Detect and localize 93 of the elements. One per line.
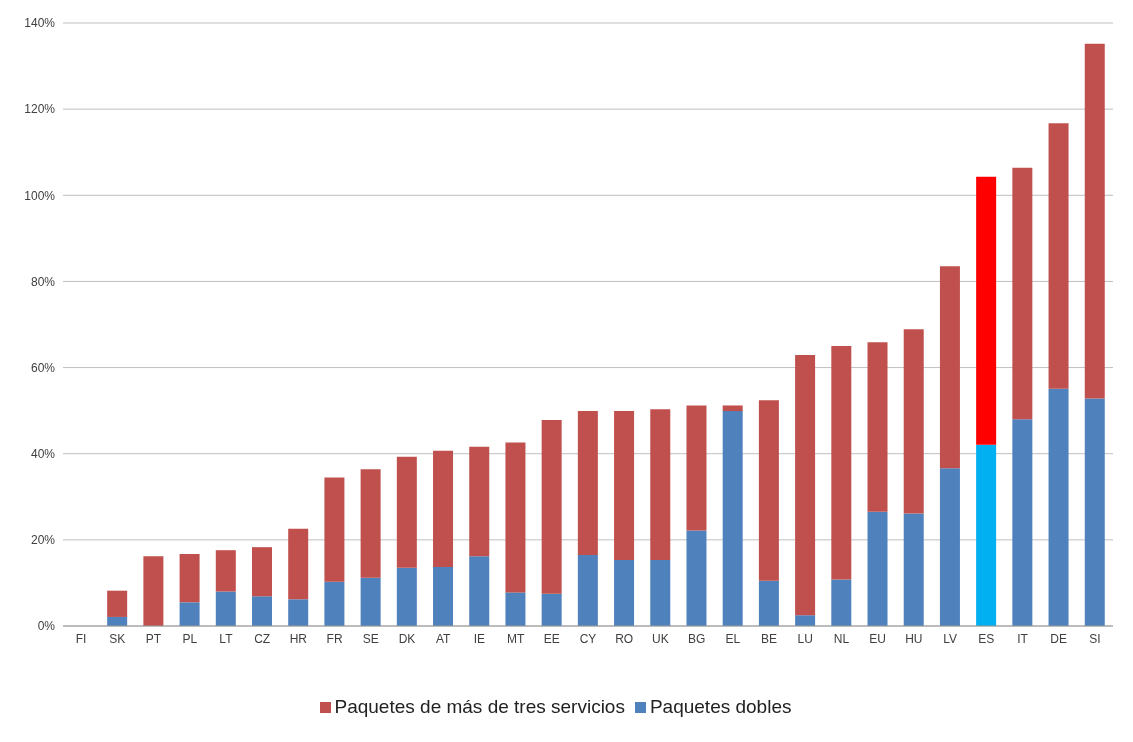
x-tick-label: SI [1089, 631, 1101, 646]
bar [722, 405, 743, 412]
x-tick-label: PL [182, 631, 198, 646]
y-tick-label: 0% [37, 619, 56, 634]
x-tick-label: LU [797, 631, 813, 646]
x-tick-label: LV [943, 631, 957, 646]
y-tick-label: 100% [24, 188, 56, 203]
x-tick-label: PT [145, 631, 162, 646]
y-tick-label: 60% [30, 360, 56, 375]
x-tick-label: AT [435, 631, 452, 646]
bar [686, 530, 707, 626]
x-tick-label: EL [725, 631, 741, 646]
bar [867, 342, 888, 512]
bar [1048, 388, 1069, 626]
bar [107, 590, 128, 617]
y-tick-label: 40% [30, 446, 56, 461]
bar [179, 602, 200, 626]
bar [396, 567, 417, 626]
bar [360, 469, 381, 578]
y-tick-label: 140% [24, 16, 56, 31]
bar [1048, 123, 1069, 389]
bar [577, 554, 598, 626]
bar [976, 176, 997, 445]
x-tick-label: DE [1050, 631, 1068, 646]
bar [541, 420, 562, 594]
bar [903, 513, 924, 626]
x-tick-label: MT [506, 631, 525, 646]
bar [252, 547, 272, 597]
bar [505, 592, 526, 626]
bar [324, 477, 345, 582]
bar [614, 560, 635, 626]
bar [288, 599, 309, 626]
bar [686, 405, 707, 531]
bar [505, 442, 526, 593]
x-tick-label: DK [398, 631, 416, 646]
bar [179, 554, 200, 603]
x-tick-label: EE [543, 631, 560, 646]
bar [469, 556, 490, 626]
bar [433, 566, 454, 626]
x-tick-label: BG [687, 631, 706, 646]
bar [252, 596, 272, 626]
bar [939, 468, 960, 626]
bar [143, 556, 164, 626]
x-tick-label: UK [652, 631, 669, 646]
bar [831, 346, 852, 580]
x-tick-label: IE [473, 631, 486, 646]
x-tick-label: SE [362, 631, 379, 646]
bar [758, 580, 779, 626]
bar [288, 528, 309, 600]
x-tick-label: IT [1017, 631, 1029, 646]
bar [433, 450, 454, 567]
x-tick-label: HU [905, 631, 923, 646]
x-tick-label: CY [579, 631, 597, 646]
x-tick-label: BE [761, 631, 778, 646]
bar [1012, 167, 1033, 420]
bar [1012, 419, 1033, 626]
y-tick-label: 120% [24, 102, 56, 117]
bar [215, 550, 236, 592]
bar [939, 266, 960, 469]
bar [324, 581, 345, 626]
bar [795, 615, 816, 626]
x-tick-label: LT [219, 631, 234, 646]
y-tick-label: 20% [30, 533, 56, 548]
bar [215, 591, 236, 626]
bar [614, 411, 635, 561]
x-tick-label: ES [978, 631, 995, 646]
bar [469, 446, 490, 557]
x-tick-label: SK [109, 631, 126, 646]
x-tick-label: FR [326, 631, 343, 646]
bar [758, 400, 779, 581]
bar [396, 456, 417, 568]
bar [541, 593, 562, 626]
y-tick-label: 80% [30, 274, 56, 289]
x-tick-label: HR [289, 631, 308, 646]
x-tick-label: FI [75, 631, 87, 646]
x-tick-label: NL [833, 631, 850, 646]
bar [577, 411, 598, 555]
legend-label: Paquetes dobles [649, 696, 792, 717]
bar [650, 409, 671, 561]
legend-label: Paquetes de más de tres servicios [334, 696, 625, 717]
bar [795, 355, 816, 616]
bar [976, 444, 997, 626]
bar [722, 411, 743, 626]
x-tick-label: RO [615, 631, 634, 646]
bar [1084, 398, 1105, 626]
bar [903, 329, 924, 514]
bar [867, 511, 888, 626]
x-tick-label: EU [869, 631, 886, 646]
bar [1084, 43, 1105, 399]
bar [360, 577, 381, 626]
bar [650, 560, 671, 626]
x-tick-label: CZ [254, 631, 271, 646]
bar [831, 579, 852, 626]
